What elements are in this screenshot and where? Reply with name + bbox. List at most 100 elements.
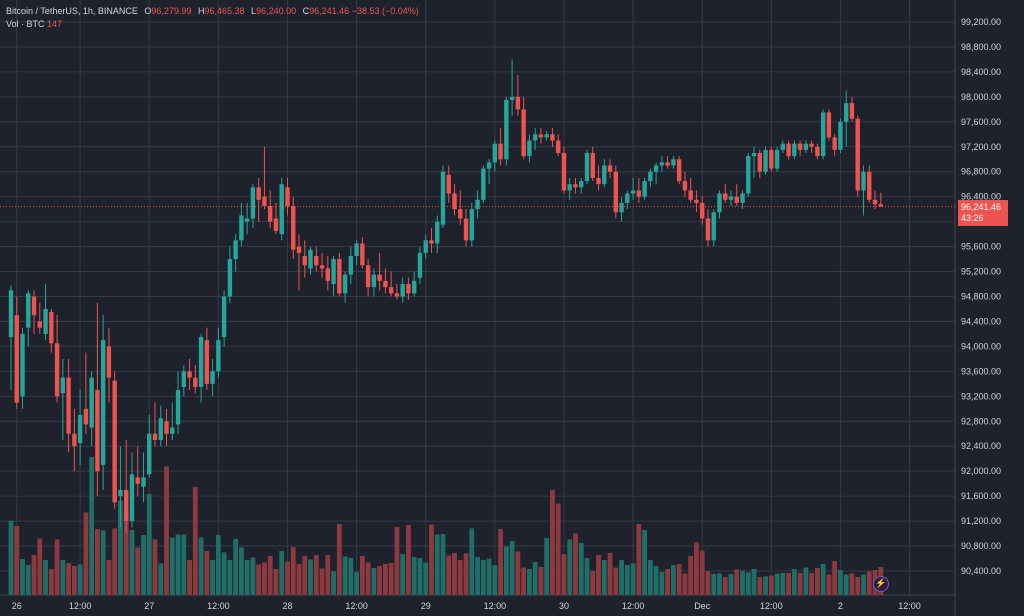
candle-body	[584, 153, 590, 182]
candle-body	[49, 312, 54, 344]
volume-bar	[665, 569, 671, 595]
volume-bar	[457, 560, 463, 595]
volume-bar	[682, 573, 688, 595]
candle-body	[809, 143, 814, 147]
candle-body	[314, 255, 319, 266]
candle-body	[486, 162, 492, 169]
price-tick-label: 95,600.00	[961, 242, 1001, 252]
candle-body	[492, 143, 498, 163]
time-tick-label: 12:00	[760, 601, 783, 611]
candle-body	[406, 284, 411, 294]
price-tick-label: 96,400.00	[961, 192, 1001, 202]
candle-body	[590, 153, 595, 178]
candle-body	[561, 153, 567, 191]
candle-body	[740, 193, 745, 203]
candle-body	[118, 489, 123, 497]
volume-bar	[43, 560, 48, 595]
volume-bar	[786, 573, 791, 595]
candle-body	[642, 181, 647, 197]
volume-bar	[642, 530, 647, 595]
candle-body	[855, 118, 860, 191]
volume-bar	[544, 538, 550, 595]
volume-bar	[20, 559, 25, 595]
candle-body	[550, 134, 555, 141]
candle-body	[872, 199, 878, 205]
volume-bar	[388, 563, 394, 595]
candle-body	[273, 218, 279, 231]
volume-bar	[590, 571, 596, 595]
candle-body	[89, 377, 94, 428]
candle-body	[239, 215, 244, 241]
candle-body	[233, 240, 238, 260]
candle-body	[521, 109, 526, 157]
candle-body	[8, 290, 14, 338]
volume-label[interactable]: Vol · BTC	[6, 19, 45, 29]
candle-body	[676, 159, 682, 182]
candle-body	[129, 474, 135, 522]
high-value: 96,465.38	[204, 6, 245, 16]
candle-body	[394, 293, 400, 297]
volume-bar	[14, 526, 20, 595]
chart-grid	[0, 0, 956, 616]
volume-bar	[164, 466, 169, 595]
volume-bar	[262, 562, 267, 595]
volume-bar	[377, 566, 383, 595]
volume-bar	[187, 560, 192, 595]
candle-body	[72, 433, 77, 447]
volume-bar	[584, 558, 590, 595]
candle-body	[262, 196, 267, 207]
candle-body	[342, 274, 348, 294]
candle-body	[475, 199, 480, 210]
symbol-label[interactable]: Bitcoin / TetherUS, 1h, BINANCE	[6, 6, 138, 16]
candle-body	[198, 337, 204, 387]
volume-bar	[285, 561, 290, 595]
lightning-bolt-icon[interactable]: ⚡	[872, 576, 889, 592]
candle-body	[786, 143, 791, 157]
volume-bar	[791, 569, 797, 595]
volume-bar	[359, 556, 365, 595]
volume-bar	[83, 512, 89, 595]
volume-bar	[849, 573, 855, 595]
candle-body	[717, 193, 722, 213]
candle-body	[204, 340, 210, 384]
volume-bar	[745, 572, 751, 595]
volume-bar	[780, 573, 786, 595]
candle-body	[728, 196, 734, 200]
time-axis[interactable]: 26 12:00 27 12:00 28 12:00 29 12:00 30 12:00 Dec 12…	[12, 601, 921, 611]
volume-bar	[336, 524, 342, 595]
volume-bar	[740, 570, 745, 595]
candle-body	[538, 134, 544, 138]
candle-body	[319, 265, 325, 269]
symbol-ohlc-row: Bitcoin / TetherUS, 1h, BINANCE O96,279.…	[6, 5, 419, 18]
volume-bar	[210, 560, 215, 595]
volume-bar	[555, 503, 561, 595]
time-tick-label: 2	[838, 601, 843, 611]
volume-bar	[838, 570, 843, 595]
candle-body	[780, 143, 786, 150]
candle-body	[383, 280, 388, 288]
volume-bar	[383, 564, 388, 595]
candle-body	[861, 171, 866, 191]
volume-bar	[463, 553, 469, 595]
volume-bar	[423, 562, 429, 595]
time-tick-label: 12:00	[207, 601, 230, 611]
volume-bar	[768, 575, 774, 595]
volume-bar	[77, 564, 83, 595]
candle-body	[532, 134, 538, 141]
volume-bar	[861, 574, 866, 595]
price-axis[interactable]: 90,400.00 90,800.00 91,200.00 91,600.00 92,0…	[961, 17, 1001, 576]
volume-bar	[763, 576, 768, 595]
volume-bar	[711, 574, 717, 595]
volume-bar	[8, 521, 14, 595]
volume-bar	[233, 539, 239, 595]
open-key: O	[144, 6, 152, 16]
candle-body	[423, 240, 428, 253]
candle-body	[412, 280, 417, 294]
candle-body	[325, 268, 330, 281]
low-key: L	[251, 6, 257, 16]
volume-bar	[141, 535, 146, 595]
volume-bar	[267, 556, 273, 595]
candle-body	[54, 343, 60, 397]
volume-bar	[434, 534, 440, 595]
